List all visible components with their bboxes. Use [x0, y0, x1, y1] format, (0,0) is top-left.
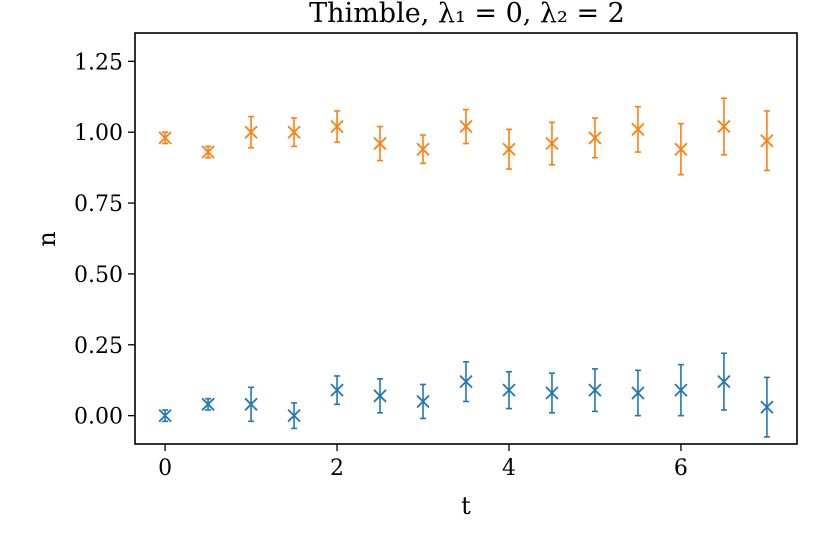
data-point: [330, 383, 344, 397]
data-point: [459, 119, 473, 134]
x-tick-label: 2: [330, 456, 344, 481]
y-tick-label: 0.75: [74, 192, 123, 217]
x-tick-label: 6: [674, 456, 688, 481]
data-point: [287, 125, 301, 139]
data-point: [158, 409, 172, 423]
x-tick-label: 0: [158, 456, 172, 481]
series: [158, 97, 774, 176]
plot-area: [158, 97, 774, 438]
data-point: [373, 136, 387, 151]
chart-title: Thimble, λ₁ = 0, λ₂ = 2: [309, 0, 625, 29]
data-point: [588, 131, 602, 145]
y-tick-label: 0.00: [74, 405, 123, 430]
data-point: [330, 119, 344, 134]
data-point: [631, 386, 645, 400]
data-point: [158, 131, 172, 145]
data-point: [545, 386, 559, 400]
data-point: [459, 375, 473, 389]
data-point: [201, 397, 215, 411]
y-axis-label: n: [33, 231, 61, 246]
series: [158, 352, 774, 438]
y-tick-label: 0.50: [74, 263, 123, 288]
data-point: [674, 142, 688, 156]
y-tick-label: 0.25: [74, 334, 123, 359]
data-point: [201, 145, 215, 159]
y-tick-label: 1.00: [74, 121, 123, 146]
data-point: [631, 122, 645, 137]
x-axis: 0 2 4 6: [158, 444, 688, 481]
data-point: [717, 119, 731, 134]
data-point: [717, 375, 731, 389]
data-point: [244, 397, 258, 411]
data-point: [373, 389, 387, 403]
data-point: [287, 409, 301, 423]
plot-frame: [134, 32, 798, 445]
x-tick-label: 4: [502, 456, 516, 481]
data-point: [760, 134, 774, 148]
x-axis-label: t: [461, 492, 471, 520]
data-point: [416, 394, 430, 409]
data-point: [588, 383, 602, 397]
data-point: [674, 383, 688, 397]
data-point: [760, 400, 774, 414]
y-axis: 0.00 0.25 0.50 0.75 1.00 1.25: [74, 50, 135, 430]
data-point: [416, 142, 430, 156]
y-tick-label: 1.25: [74, 50, 123, 75]
data-point: [244, 125, 258, 139]
data-point: [502, 142, 516, 156]
data-point: [545, 136, 559, 151]
data-point: [502, 383, 516, 397]
